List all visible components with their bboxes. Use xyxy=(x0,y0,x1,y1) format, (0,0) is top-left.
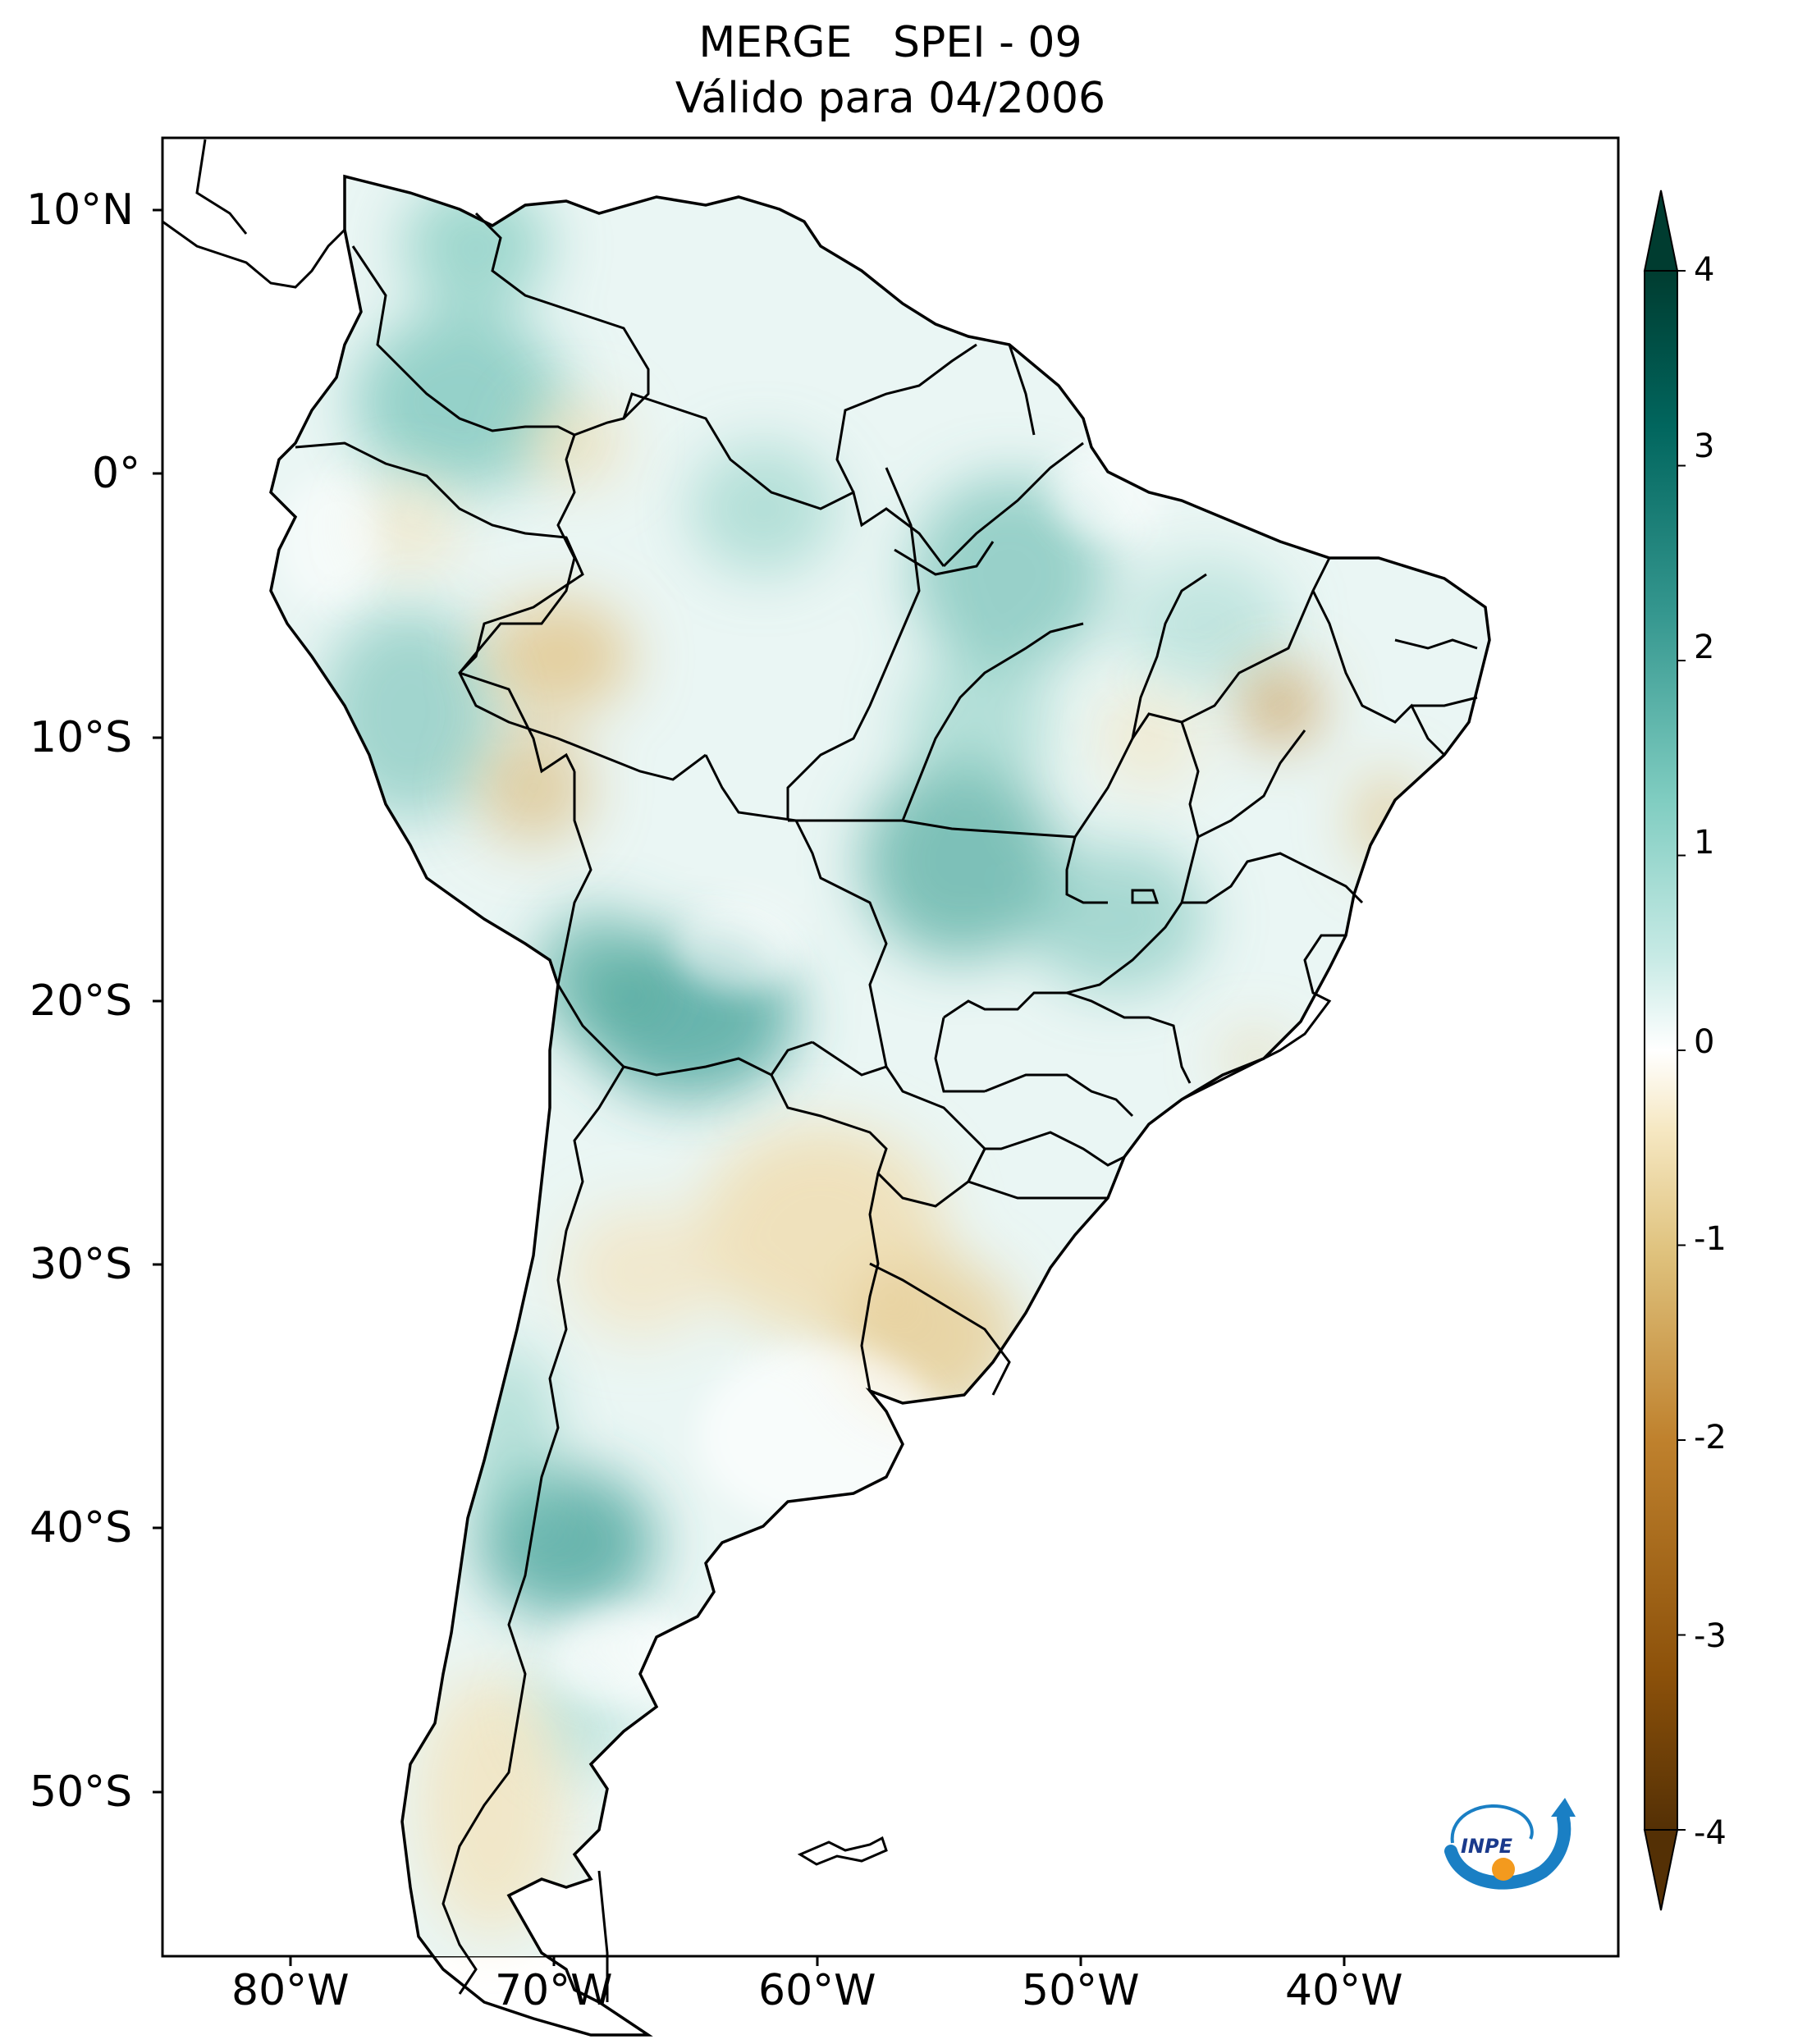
inpe-logo-text: INPE xyxy=(1461,1835,1513,1858)
country-borders xyxy=(295,212,1478,2002)
colorbar-tick-label: 4 xyxy=(1694,251,1715,289)
map-subtitle: Válido para 04/2006 xyxy=(675,74,1106,123)
lat-label: 50°S xyxy=(30,1767,133,1817)
colorbar-tick-label: -3 xyxy=(1694,1617,1727,1655)
lat-label: 0° xyxy=(92,449,141,498)
lon-label: 80°W xyxy=(231,1966,350,2015)
inpe-logo: INPE xyxy=(1444,1798,1576,1890)
lat-label: 10°N xyxy=(26,185,135,235)
lat-label: 10°S xyxy=(30,713,133,762)
lat-label: 20°S xyxy=(30,976,133,1026)
central-america-coast-2 xyxy=(195,139,248,235)
colorbar-tick-label: -2 xyxy=(1694,1419,1727,1456)
map-title: MERGE SPEI - 09 xyxy=(698,18,1082,67)
colorbar-tick-label: -4 xyxy=(1694,1814,1727,1852)
colorbar-tick-label: 3 xyxy=(1694,428,1715,465)
colorbar-tick-label: 1 xyxy=(1694,824,1715,862)
lat-label: 40°S xyxy=(30,1503,133,1552)
lat-label: 30°S xyxy=(30,1240,133,1289)
central-america-coast xyxy=(162,220,346,289)
lon-label: 70°W xyxy=(495,1966,613,2015)
colorbar-tick-label: 0 xyxy=(1694,1023,1715,1061)
colorbar-tick-label: -1 xyxy=(1694,1220,1727,1258)
colorbar-tick-label: 2 xyxy=(1694,629,1715,666)
lon-label: 40°W xyxy=(1285,1966,1403,2015)
lon-label: 50°W xyxy=(1022,1966,1140,2015)
colorbar xyxy=(1643,190,1686,1911)
lon-label: 60°W xyxy=(758,1966,876,2015)
falkland-islands xyxy=(797,1836,888,1866)
